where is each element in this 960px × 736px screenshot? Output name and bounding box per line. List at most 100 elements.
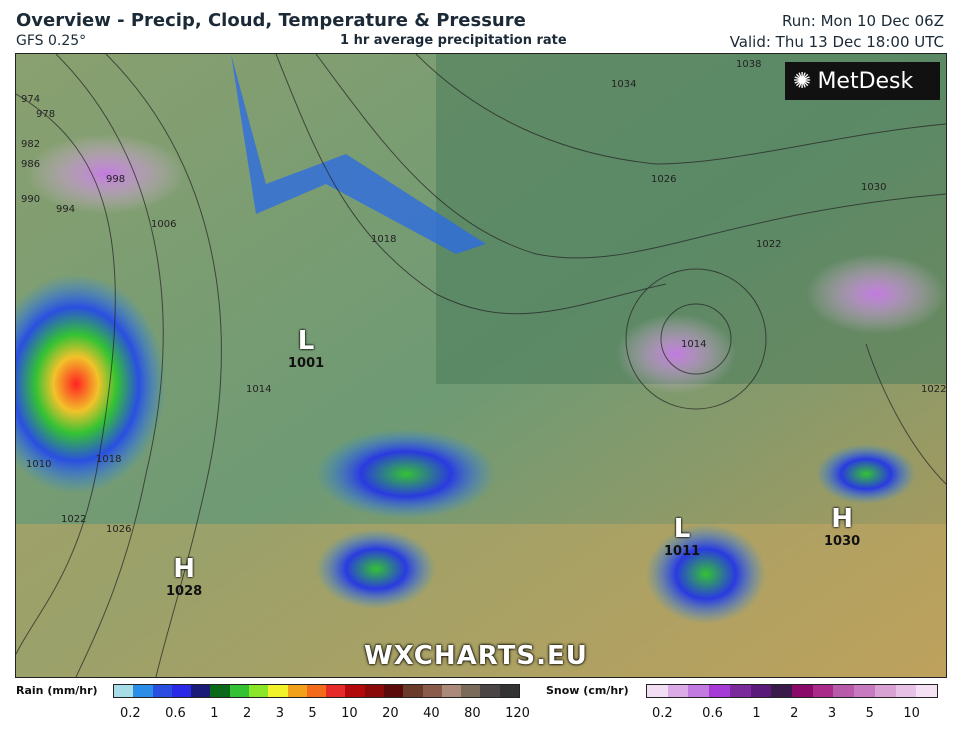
centre-letter: H xyxy=(173,554,195,584)
color-swatch xyxy=(750,685,772,697)
color-swatch xyxy=(729,685,751,697)
color-swatch xyxy=(114,685,134,697)
pressure-centre-L: L 1001 xyxy=(288,326,324,371)
centre-value: 1030 xyxy=(824,534,861,549)
color-swatch xyxy=(709,685,730,697)
rain-colorbar xyxy=(113,684,520,698)
color-swatch xyxy=(874,685,896,697)
color-swatch xyxy=(441,685,462,697)
centre-letter: H xyxy=(831,504,853,534)
precip-black-sea xyxy=(816,444,916,504)
isobar-label: 1018 xyxy=(96,454,122,465)
isobar-label: 998 xyxy=(106,174,126,185)
tick-label: 10 xyxy=(341,706,358,721)
tick-label: 40 xyxy=(423,706,440,721)
tick-label: 2 xyxy=(242,706,252,721)
snow-ticks: 0.2 0.6 1 2 3 5 10 xyxy=(652,706,920,721)
tick-label: 0.2 xyxy=(120,706,141,721)
centre-value: 1028 xyxy=(166,584,203,599)
isobar-label: 1006 xyxy=(151,219,177,230)
tick-label: 3 xyxy=(827,706,837,721)
map-canvas xyxy=(16,54,946,677)
isobar-label: 1014 xyxy=(681,339,707,350)
tick-label: 3 xyxy=(275,706,284,721)
color-swatch xyxy=(210,685,230,697)
isobar-label: 978 xyxy=(36,109,56,120)
rain-ticks: 0.2 0.6 1 2 3 5 10 20 40 80 120 xyxy=(120,706,530,721)
color-swatch xyxy=(647,685,668,697)
color-swatch xyxy=(854,685,875,697)
isobar-label: 1026 xyxy=(651,174,677,185)
tick-label: 0.6 xyxy=(702,706,723,721)
tick-label: 5 xyxy=(308,706,317,721)
isobar-label: 1038 xyxy=(736,59,762,70)
chart-title: Overview - Precip, Cloud, Temperature & … xyxy=(16,10,526,31)
isobar-label: 1034 xyxy=(611,79,637,90)
precip-western-med xyxy=(316,429,496,519)
centre-value: 1001 xyxy=(288,356,325,371)
color-swatch xyxy=(248,685,269,697)
isobar-label: 982 xyxy=(21,139,41,150)
isobar-label: 990 xyxy=(21,194,41,205)
precip-greece xyxy=(646,524,766,624)
centre-letter: L xyxy=(297,326,315,356)
isobar-label: 1026 xyxy=(106,524,132,535)
color-swatch xyxy=(916,685,938,697)
logo-icon: ✺ xyxy=(793,68,812,94)
color-swatch xyxy=(306,685,327,697)
isobar-label: 974 xyxy=(21,94,41,105)
pressure-centre-L: L 1011 xyxy=(664,514,700,559)
isobar-label: 1018 xyxy=(371,234,397,245)
isobar-label: 986 xyxy=(21,159,41,170)
tick-label: 80 xyxy=(464,706,481,721)
color-swatch xyxy=(364,685,384,697)
run-time: Run: Mon 10 Dec 06Z xyxy=(782,12,944,30)
precip-atlantic xyxy=(16,274,166,494)
isobar-label: 1010 xyxy=(26,459,52,470)
color-swatch xyxy=(461,685,481,697)
isobar-label: 1022 xyxy=(756,239,782,250)
metdesk-logo: ✺ MetDesk xyxy=(785,62,940,100)
color-swatch xyxy=(383,685,404,697)
rain-legend-label: Rain (mm/hr) xyxy=(16,684,98,697)
snow-russia xyxy=(806,254,946,334)
precip-front-north xyxy=(231,54,486,254)
color-swatch xyxy=(812,685,834,697)
model-label: GFS 0.25° xyxy=(16,33,87,49)
valid-time: Valid: Thu 13 Dec 18:00 UTC xyxy=(729,33,944,51)
isobar-label: 1022 xyxy=(61,514,87,525)
pressure-centre-H: H 1030 xyxy=(824,504,860,549)
color-swatch xyxy=(792,685,813,697)
color-swatch xyxy=(191,685,211,697)
tick-label: 10 xyxy=(903,706,920,721)
isobar-label: 994 xyxy=(56,204,76,215)
centre-value: 1011 xyxy=(664,544,701,559)
color-swatch xyxy=(171,685,192,697)
color-swatch xyxy=(688,685,710,697)
watermark: WXCHARTS.EU xyxy=(364,641,588,671)
color-swatch xyxy=(480,685,500,697)
color-swatch xyxy=(326,685,346,697)
isobars xyxy=(16,54,946,677)
tick-label: 1 xyxy=(210,706,219,721)
tick-label: 5 xyxy=(865,706,874,721)
color-swatch xyxy=(287,685,307,697)
land-north-africa xyxy=(16,524,946,677)
isobar-label: 1030 xyxy=(861,182,887,193)
tick-label: 1 xyxy=(752,706,761,721)
color-swatch xyxy=(422,685,442,697)
color-swatch xyxy=(895,685,917,697)
tick-label: 20 xyxy=(382,706,399,721)
color-swatch xyxy=(499,685,519,697)
color-swatch xyxy=(229,685,249,697)
snow-colorbar xyxy=(646,684,938,698)
precip-spain-south xyxy=(316,529,436,609)
tick-label: 0.2 xyxy=(652,706,673,721)
subtitle: 1 hr average precipitation rate xyxy=(340,33,567,48)
tick-label: 0.6 xyxy=(165,706,186,721)
tick-label: 120 xyxy=(505,706,530,721)
isobar-label: 1014 xyxy=(246,384,272,395)
color-swatch xyxy=(833,685,855,697)
color-swatch xyxy=(268,685,288,697)
color-swatch xyxy=(345,685,365,697)
